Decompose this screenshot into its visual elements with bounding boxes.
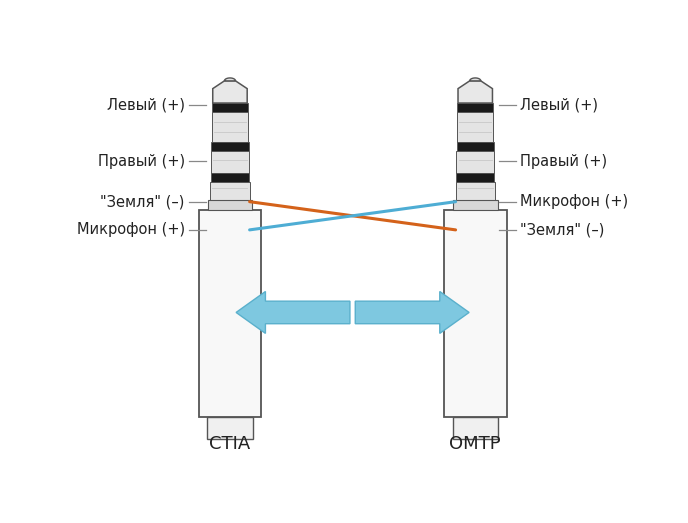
Bar bbox=[455, 182, 495, 200]
Text: Правый (+): Правый (+) bbox=[521, 154, 608, 169]
Bar bbox=[212, 103, 248, 112]
FancyBboxPatch shape bbox=[444, 210, 506, 417]
Bar bbox=[211, 182, 250, 200]
Polygon shape bbox=[224, 78, 235, 81]
Text: Левый (+): Левый (+) bbox=[107, 98, 184, 112]
FancyBboxPatch shape bbox=[199, 210, 261, 417]
Bar bbox=[208, 200, 252, 210]
Text: Правый (+): Правый (+) bbox=[98, 154, 184, 169]
Text: Левый (+): Левый (+) bbox=[521, 98, 599, 112]
Bar bbox=[457, 142, 494, 151]
Bar bbox=[453, 200, 497, 210]
Polygon shape bbox=[470, 78, 481, 81]
Text: "Земля" (–): "Земля" (–) bbox=[521, 222, 605, 237]
Text: Микрофон (+): Микрофон (+) bbox=[521, 194, 629, 209]
Bar bbox=[211, 151, 249, 173]
Text: CTIA: CTIA bbox=[209, 435, 250, 453]
FancyArrow shape bbox=[236, 291, 350, 333]
FancyBboxPatch shape bbox=[453, 417, 498, 439]
Bar bbox=[458, 103, 493, 112]
Text: "Земля" (–): "Земля" (–) bbox=[100, 194, 184, 209]
Text: Микрофон (+): Микрофон (+) bbox=[76, 222, 184, 237]
FancyBboxPatch shape bbox=[207, 417, 252, 439]
Bar bbox=[211, 173, 249, 182]
Bar bbox=[456, 173, 495, 182]
Bar bbox=[457, 112, 493, 142]
Bar bbox=[211, 142, 248, 151]
Bar bbox=[212, 112, 248, 142]
FancyArrow shape bbox=[355, 291, 469, 333]
Bar bbox=[456, 151, 494, 173]
Polygon shape bbox=[458, 81, 493, 103]
Text: ОМТР: ОМТР bbox=[449, 435, 501, 453]
Polygon shape bbox=[213, 81, 247, 103]
